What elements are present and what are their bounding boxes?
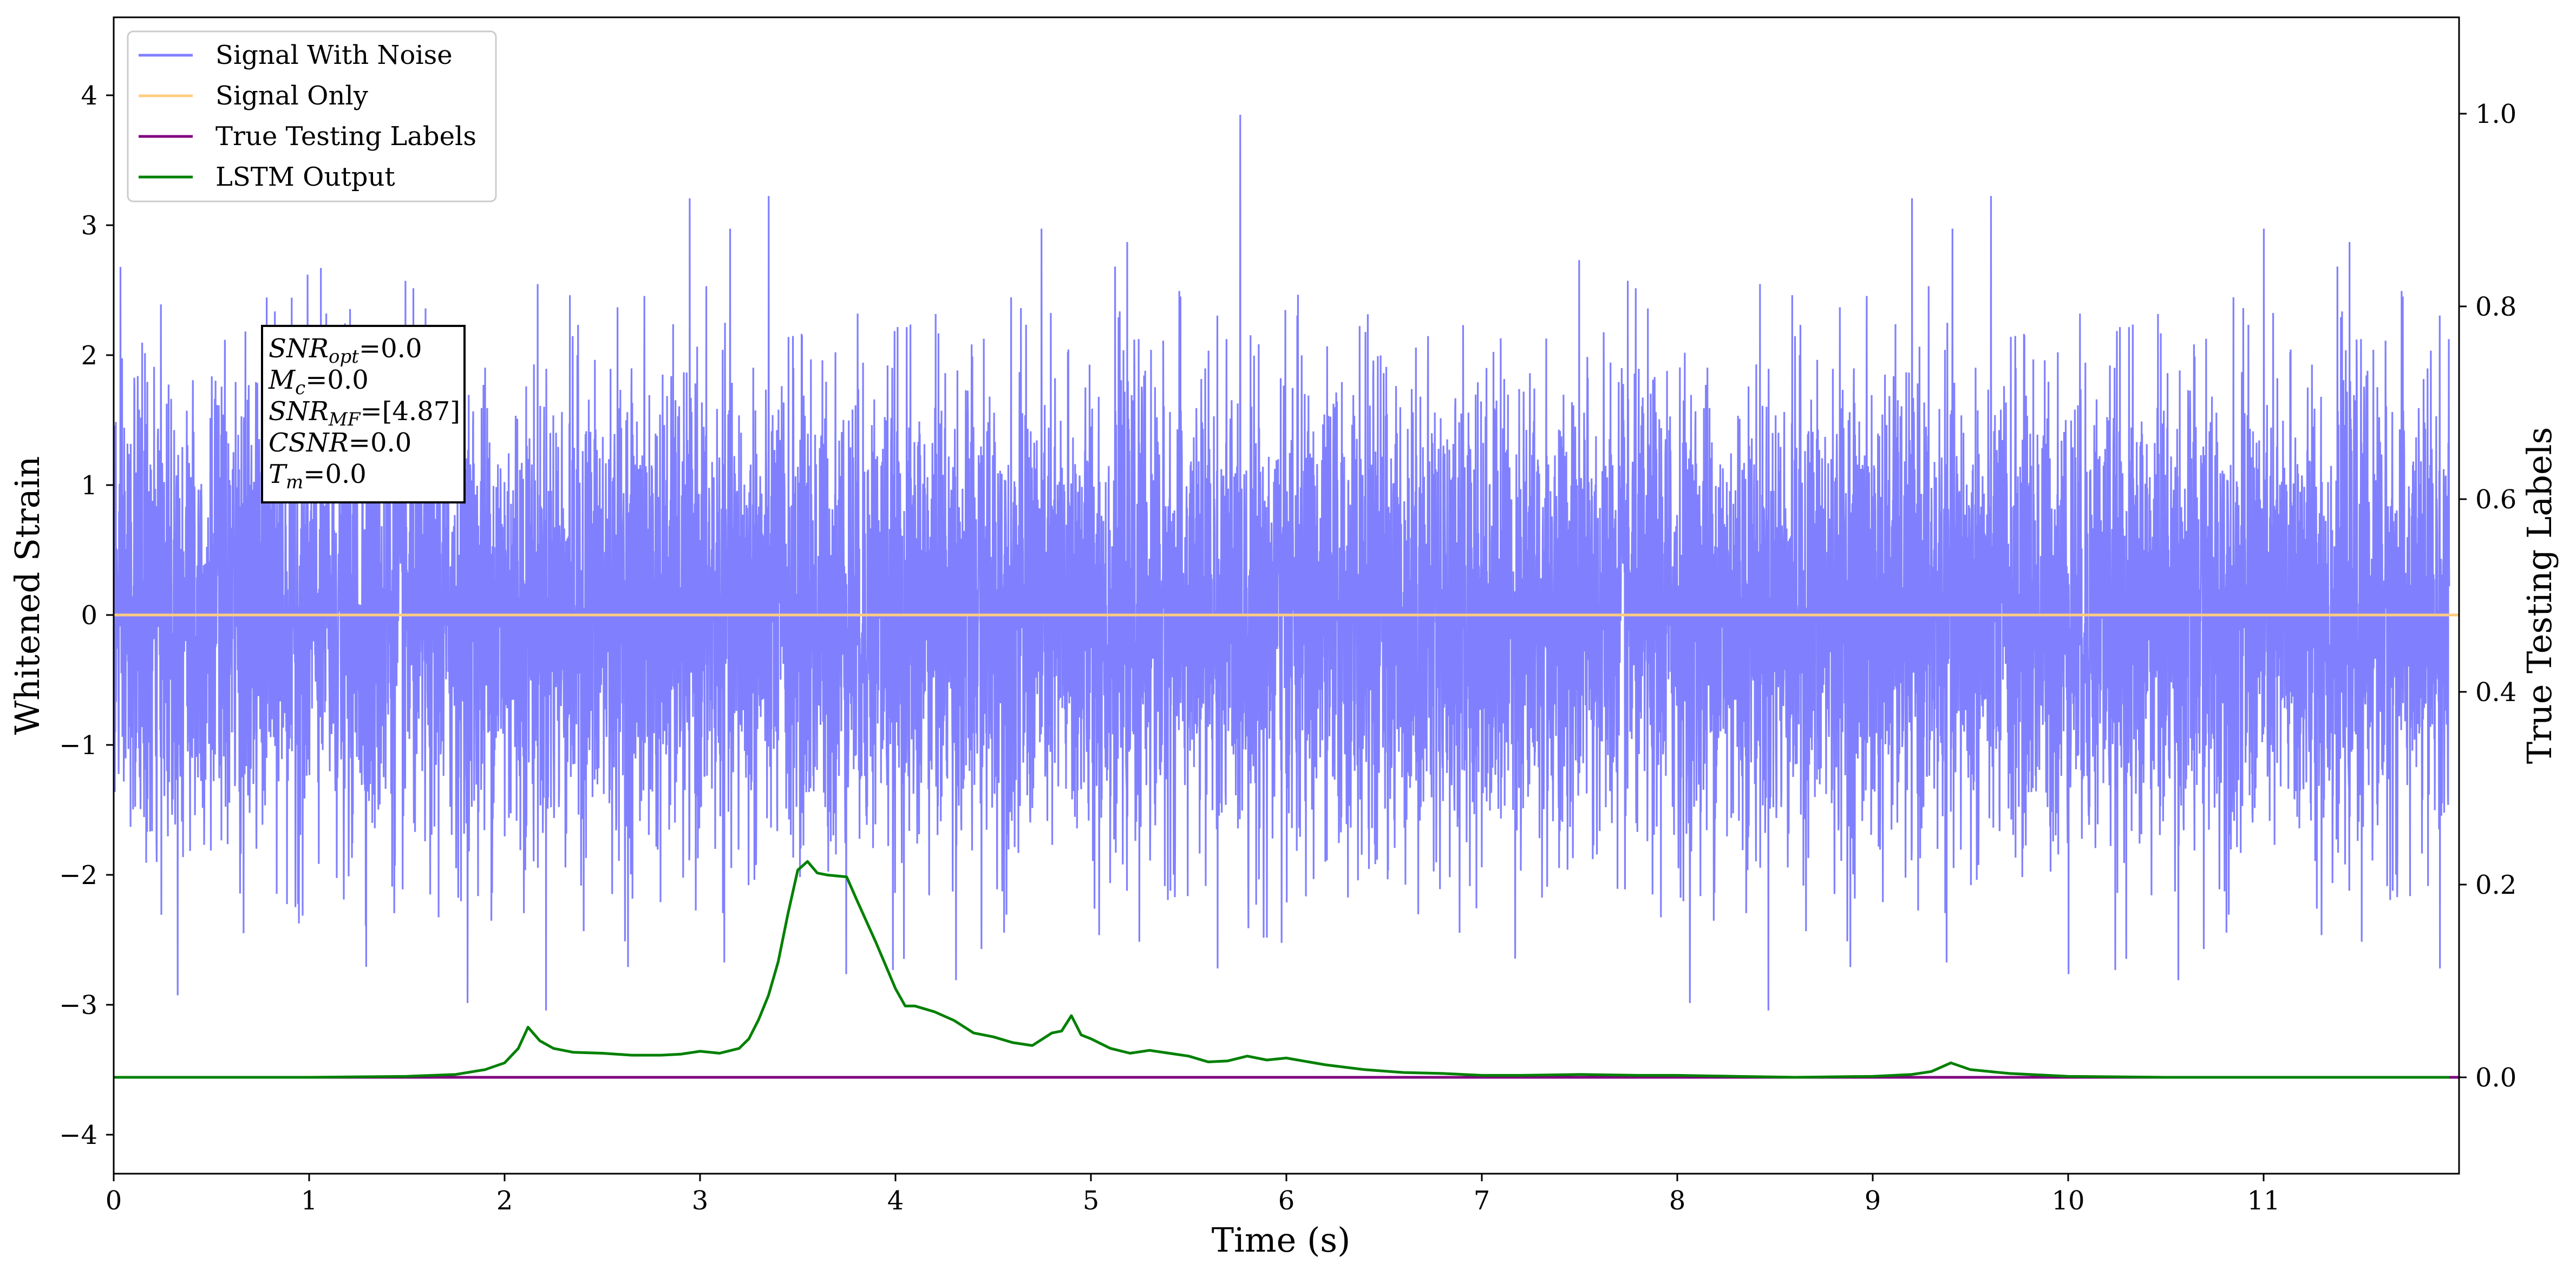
lstm-output-line (114, 860, 2449, 1079)
legend-label-signal-with-noise: Signal With Noise (215, 40, 453, 70)
x-tick-label: 4 (887, 1186, 904, 1216)
y-tick-label: 1 (81, 470, 97, 501)
y-tick-label: 3 (81, 211, 97, 241)
legend-label-true-testing-labels: True Testing Labels (215, 121, 476, 152)
y-tick-label: −3 (59, 990, 97, 1020)
signal-with-noise-line (114, 114, 2450, 1011)
info-mc: Mc=0.0 (268, 365, 369, 399)
x-axis-ticks: 0 1 2 3 4 5 6 7 8 9 10 11 (106, 1174, 2280, 1216)
y-tick-label: 4 (81, 81, 97, 111)
y-axis-ticks: −4 −3 −2 −1 0 1 2 3 4 (59, 81, 114, 1150)
y-tick-label: 0 (81, 600, 97, 631)
legend-label-signal-only: Signal Only (215, 81, 368, 111)
info-snr-mf: SNRMF=[4.87] (269, 396, 460, 430)
x-tick-label: 9 (1865, 1186, 1881, 1216)
y2-tick-label: 0.0 (2475, 1063, 2516, 1093)
y-tick-label: 2 (81, 341, 97, 371)
x-tick-label: 2 (496, 1186, 513, 1216)
info-box: SNRopt=0.0 Mc=0.0 SNRMF=[4.87] CSNR=0.0 … (261, 325, 466, 503)
y2-tick-label: 0.8 (2475, 292, 2516, 322)
info-csnr: CSNR=0.0 (269, 428, 411, 458)
x-axis-label: Time (s) (1212, 1220, 1351, 1260)
y-axis-label: Whitened Strain (8, 456, 47, 735)
y2-tick-label: 0.2 (2475, 870, 2516, 900)
x-tick-label: 11 (2247, 1186, 2280, 1216)
legend: Signal With Noise Signal Only True Testi… (127, 30, 497, 202)
series-signal-with-noise (114, 114, 2450, 1011)
y2-tick-label: 1.0 (2475, 99, 2516, 129)
y-tick-label: −2 (59, 860, 97, 891)
plot-area (114, 114, 2459, 1079)
x-tick-label: 10 (2051, 1186, 2084, 1216)
y2-tick-label: 0.6 (2475, 485, 2516, 515)
legend-label-lstm-output: LSTM Output (215, 162, 395, 192)
x-tick-label: 6 (1278, 1186, 1295, 1216)
legend-box (127, 30, 497, 202)
info-box-frame (261, 325, 466, 503)
x-tick-label: 7 (1474, 1186, 1490, 1216)
y2-axis-label: True Testing Labels (2520, 427, 2559, 764)
y2-axis-ticks: 0.0 0.2 0.4 0.6 0.8 1.0 (2459, 99, 2516, 1093)
x-tick-label: 5 (1083, 1186, 1100, 1216)
x-tick-label: 8 (1669, 1186, 1686, 1216)
info-snr-opt: SNRopt=0.0 (269, 333, 422, 368)
y-tick-label: −4 (59, 1120, 97, 1150)
y2-tick-label: 0.4 (2475, 677, 2516, 708)
y-tick-label: −1 (59, 730, 97, 761)
info-tm: Tm=0.0 (269, 459, 367, 493)
x-tick-label: 3 (692, 1186, 709, 1216)
series-lines (114, 613, 2459, 1079)
x-tick-label: 1 (301, 1186, 318, 1216)
x-tick-label: 0 (106, 1186, 122, 1216)
